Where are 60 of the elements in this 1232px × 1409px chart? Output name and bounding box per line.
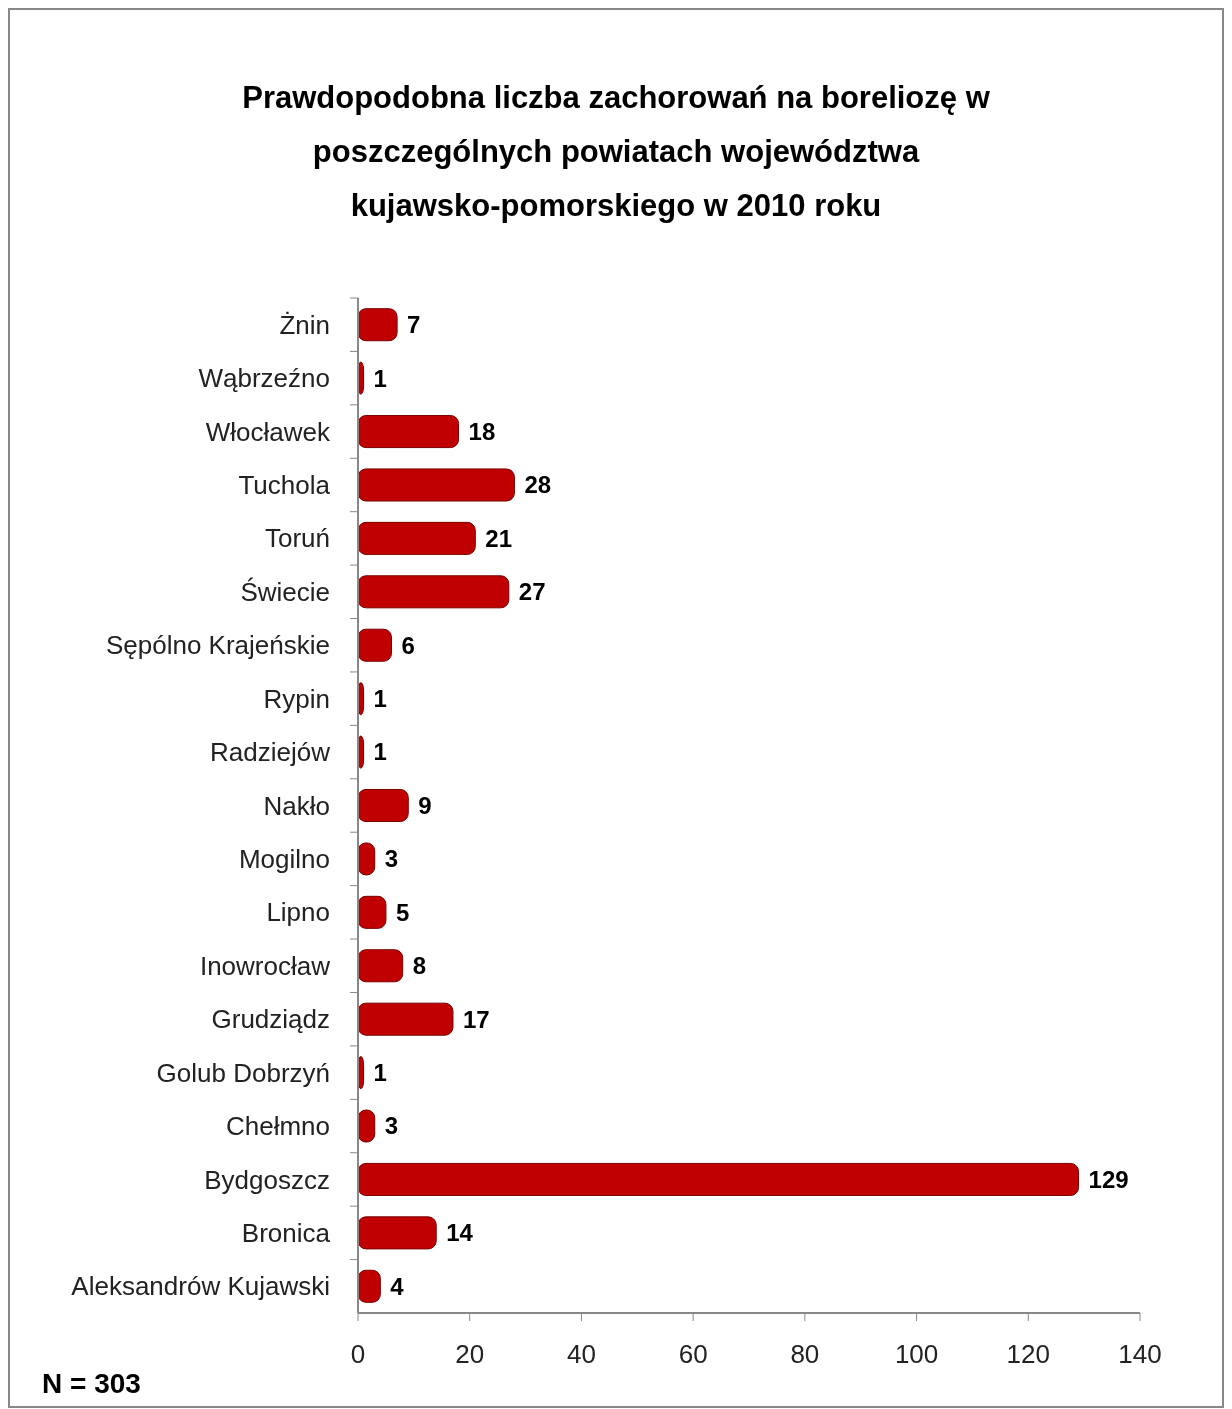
y-tick-label: Mogilno [238,844,330,875]
y-tick-label: Toruń [264,523,330,554]
data-label: 18 [468,417,496,445]
data-label: 1 [373,685,387,713]
data-label: 28 [524,471,552,499]
y-tick-label: Nakło [263,790,330,821]
y-tick-label: Tuchola [238,470,331,501]
bar [357,1216,437,1250]
y-tick-label: Chełmno [225,1111,330,1142]
data-label: 1 [373,1059,387,1087]
y-tick-label: Bronica [241,1217,331,1248]
y-tick-label: Bydgoszcz [204,1164,330,1195]
y-tick-label: Radziejów [210,737,331,768]
x-tick-label: 120 [1006,1339,1050,1369]
data-label: 9 [418,791,432,819]
bar [357,575,510,609]
bar [357,1002,454,1036]
bar [357,308,398,342]
chart-title: Prawdopodobna liczba zachorowań na boreliozę w poszczególnych powiatach województwa kujawsko-pomorskiego w 2010 roku [242,80,991,223]
data-label: 5 [395,898,410,926]
bar [357,949,404,983]
text: N = 303 [42,1368,141,1399]
bar [357,468,515,502]
y-tick-label: Rypin [263,683,330,714]
data-label: 21 [485,524,512,552]
data-label: 14 [446,1219,474,1247]
x-tick-label: 20 [455,1339,485,1369]
y-tick-label: Świecie [240,576,330,607]
y-tick-label: Inowrocław [199,950,331,981]
data-label: 27 [518,578,546,606]
data-label: 129 [1088,1165,1129,1193]
data-label: 3 [384,1112,399,1140]
bar [357,415,460,449]
x-tick-label: 60 [678,1339,708,1369]
y-tick-label: Wąbrzeźno [198,363,330,394]
data-label: 1 [373,738,387,766]
bar [357,521,476,555]
x-tick-label: 0 [350,1339,366,1369]
data-label: 7 [407,311,421,339]
y-tick-label: Lipno [266,897,330,928]
y-tick-label: Włocławek [205,416,331,447]
bar [357,788,409,823]
x-tick-label: 80 [790,1339,820,1369]
data-label: 3 [384,845,399,873]
y-tick-label: Grudziądz [211,1004,330,1035]
x-tick-label: 140 [1118,1339,1162,1369]
bar [357,1162,1080,1196]
data-label: 1 [373,364,387,392]
y-tick-label: Żnin [279,309,330,340]
data-label: 17 [462,1005,490,1033]
y-tick-label: Golub Dobrzyń [156,1057,330,1088]
data-label: 8 [412,952,427,980]
bar [357,895,387,929]
data-label: 4 [390,1272,405,1300]
y-tick-label: Aleksandrów Kujawski [71,1271,330,1302]
data-label: 6 [401,631,415,659]
bar [357,628,393,662]
x-tick-label: 100 [894,1339,939,1369]
x-tick-label: 40 [566,1339,596,1369]
y-tick-label: Sępólno Krajeńskie [105,630,330,661]
